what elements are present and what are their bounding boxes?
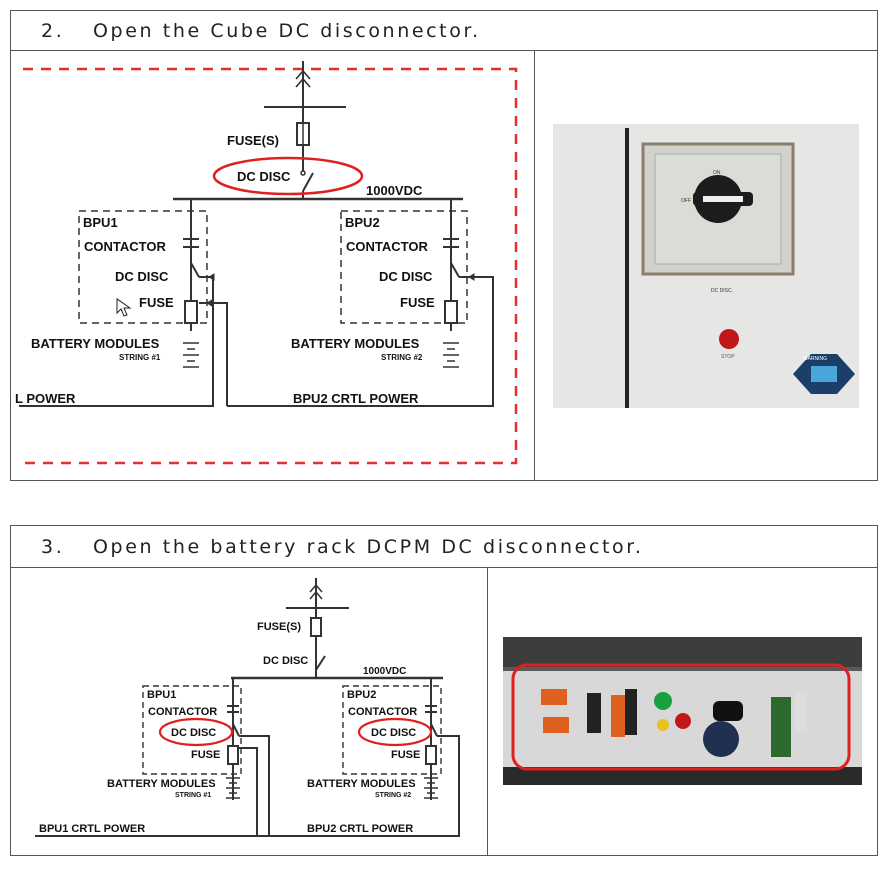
svg-text:1000VDC: 1000VDC [363, 666, 406, 677]
svg-text:STOP: STOP [721, 354, 735, 360]
dc-disc-highlight-bpu2 [357, 717, 433, 747]
photo-cube-dc-disconnector: ON OFF DC DISC. STOP WARNING [553, 124, 859, 408]
svg-text:L POWER: L POWER [15, 391, 76, 406]
svg-text:STRING #1: STRING #1 [175, 792, 211, 799]
svg-text:DC DISC: DC DISC [115, 269, 169, 284]
svg-text:CONTACTOR: CONTACTOR [84, 239, 166, 254]
svg-text:BATTERY MODULES: BATTERY MODULES [291, 336, 420, 351]
move-cursor-icon [116, 298, 132, 317]
svg-text:DC DISC: DC DISC [379, 269, 433, 284]
step-number: 3. [41, 535, 65, 558]
column-divider [534, 51, 535, 480]
svg-text:CONTACTOR: CONTACTOR [148, 706, 217, 718]
step-3-header: 3. Open the battery rack DCPM DC disconn… [11, 526, 877, 568]
svg-text:BATTERY MODULES: BATTERY MODULES [307, 778, 416, 790]
svg-text:BPU1: BPU1 [147, 689, 176, 701]
voltage-label: 1000VDC [366, 183, 423, 198]
svg-text:FUSE: FUSE [191, 749, 220, 761]
dashed-boundary [23, 67, 518, 465]
step-text: Open the Cube DC disconnector. [93, 19, 481, 42]
svg-text:BPU2 CRTL POWER: BPU2 CRTL POWER [293, 391, 419, 406]
step-number: 2. [41, 19, 65, 42]
svg-text:STRING #2: STRING #2 [375, 792, 411, 799]
svg-text:WARNING: WARNING [803, 356, 827, 362]
bpu1-box [78, 210, 208, 324]
svg-text:DC DISC: DC DISC [171, 727, 216, 739]
svg-text:BATTERY MODULES: BATTERY MODULES [107, 778, 216, 790]
svg-text:DC DISC: DC DISC [263, 655, 308, 667]
svg-text:DC DISC: DC DISC [371, 727, 416, 739]
svg-text:FUSE(S): FUSE(S) [257, 621, 301, 633]
dc-disc-label: DC DISC [237, 169, 291, 184]
column-divider [487, 568, 488, 855]
svg-text:BPU1 CRTL POWER: BPU1 CRTL POWER [39, 823, 145, 835]
step-3-table: 3. Open the battery rack DCPM DC disconn… [10, 525, 878, 856]
svg-text:DC DISC.: DC DISC. [711, 288, 733, 294]
svg-text:BPU2 CRTL POWER: BPU2 CRTL POWER [307, 823, 413, 835]
svg-text:FUSE: FUSE [400, 295, 435, 310]
bpu2-box [340, 210, 468, 324]
svg-text:BATTERY MODULES: BATTERY MODULES [31, 336, 160, 351]
svg-text:OFF: OFF [681, 198, 691, 204]
svg-text:BPU1: BPU1 [83, 215, 118, 230]
single-line-diagram: FUSE(S) DC DISC 1000VDC BPU1 BPU2 CONTAC… [15, 61, 518, 465]
svg-text:STRING #1: STRING #1 [119, 353, 161, 362]
svg-text:CONTACTOR: CONTACTOR [346, 239, 428, 254]
fuse-label: FUSE(S) [227, 133, 279, 148]
svg-text:CONTACTOR: CONTACTOR [348, 706, 417, 718]
svg-text:FUSE: FUSE [391, 749, 420, 761]
step-text: Open the battery rack DCPM DC disconnect… [93, 535, 644, 558]
photo-dcpm-dc-disconnector [503, 637, 862, 785]
svg-text:BPU2: BPU2 [345, 215, 380, 230]
diagram-step-2: FUSE(S) DC DISC 1000VDC BPU1 BPU2 CONTAC… [11, 51, 534, 480]
svg-text:BPU2: BPU2 [347, 689, 376, 701]
dc-disc-highlight [212, 156, 364, 196]
dcpm-highlight [511, 663, 851, 771]
svg-text:ON: ON [713, 170, 721, 176]
diagram-step-3: FUSE(S) DC DISC 1000VDC BPU1 BPU2 CONTAC… [11, 568, 487, 855]
dc-disc-highlight-bpu1 [158, 717, 234, 747]
svg-text:STRING #2: STRING #2 [381, 353, 423, 362]
step-2-header: 2. Open the Cube DC disconnector. [11, 11, 877, 51]
step-2-table: 2. Open the Cube DC disconnector. [10, 10, 878, 481]
single-line-diagram: FUSE(S) DC DISC 1000VDC BPU1 BPU2 CONTAC… [35, 578, 460, 837]
svg-text:FUSE: FUSE [139, 295, 174, 310]
